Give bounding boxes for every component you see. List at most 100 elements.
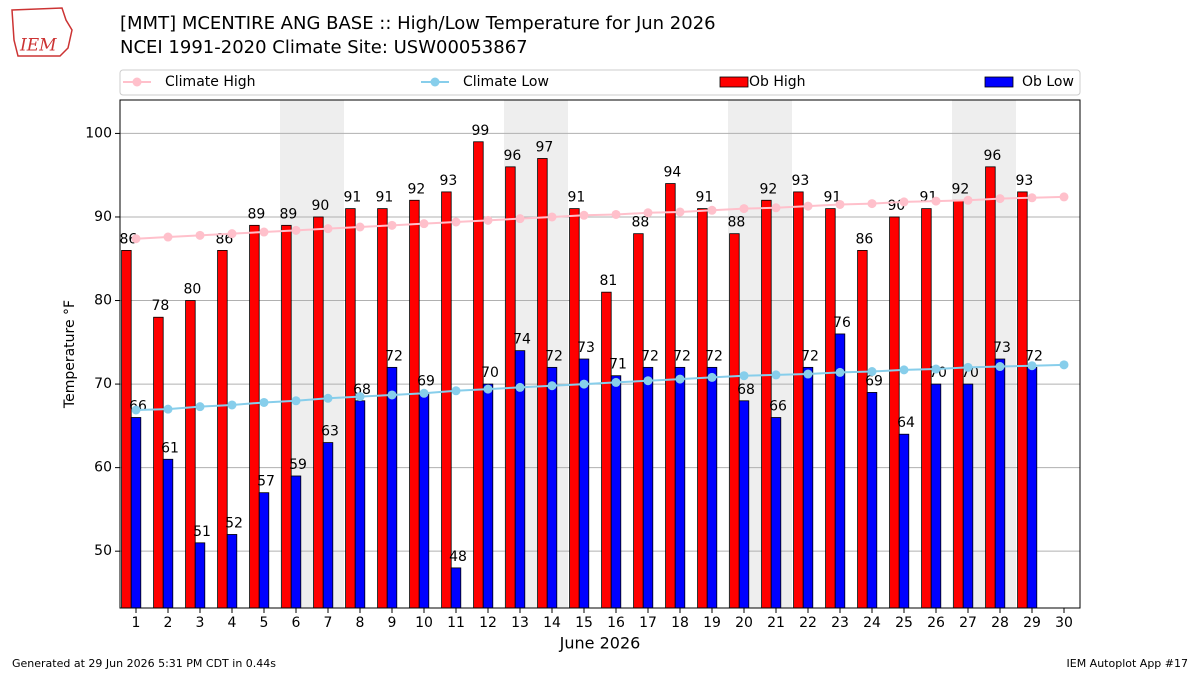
value-label: 80 — [183, 282, 201, 298]
line-point — [611, 209, 621, 219]
value-label: 52 — [225, 515, 243, 531]
value-label: 99 — [471, 123, 489, 139]
line-point — [323, 224, 333, 234]
x-tick-label: 5 — [260, 615, 269, 631]
x-tick-label: 29 — [1023, 615, 1041, 631]
line-point — [867, 367, 877, 377]
line-point — [451, 217, 461, 227]
logo: IEM — [11, 7, 73, 57]
line-point — [931, 196, 941, 206]
line-point — [835, 367, 845, 377]
bar — [313, 216, 324, 609]
y-axis-label: Temperature °F — [62, 300, 78, 409]
bar — [578, 358, 590, 609]
bar — [802, 366, 814, 609]
bar — [546, 366, 558, 609]
x-tick-label: 1 — [132, 615, 141, 631]
line-point — [131, 234, 141, 244]
line-point — [515, 382, 525, 392]
value-label: 72 — [641, 348, 659, 364]
y-tick-label: 60 — [94, 460, 112, 476]
line-point — [707, 205, 717, 215]
line-point — [163, 232, 173, 242]
bar — [770, 417, 782, 609]
line-point — [675, 374, 685, 384]
legend-swatch — [984, 76, 1014, 88]
line-point — [355, 222, 365, 232]
line-point — [387, 390, 397, 400]
line-point — [291, 225, 301, 235]
y-tick-label: 70 — [94, 376, 112, 392]
line-point — [1059, 360, 1069, 370]
line-point — [611, 377, 621, 387]
bar — [825, 208, 836, 609]
line-point — [131, 405, 141, 415]
line-point — [771, 203, 781, 213]
line-point — [515, 214, 525, 224]
bar — [569, 208, 580, 609]
value-label: 91 — [567, 190, 585, 206]
bar — [322, 442, 334, 609]
bar — [857, 249, 868, 609]
bar — [706, 366, 718, 609]
value-label: 93 — [1015, 173, 1033, 189]
line-point — [803, 201, 813, 211]
bar — [162, 458, 174, 609]
line-point — [899, 197, 909, 207]
bar — [866, 392, 878, 609]
legend-label: Climate Low — [463, 74, 549, 90]
line-point — [899, 365, 909, 375]
x-tick-label: 26 — [927, 615, 945, 631]
x-tick-label: 18 — [671, 615, 689, 631]
y-tick-label: 50 — [94, 543, 112, 559]
y-tick-label: 80 — [94, 293, 112, 309]
bar — [1017, 191, 1028, 609]
x-tick-label: 28 — [991, 615, 1009, 631]
bar — [610, 375, 622, 609]
value-label: 72 — [673, 348, 691, 364]
bar — [386, 366, 398, 609]
bar — [994, 358, 1006, 609]
value-label: 76 — [833, 315, 851, 331]
x-tick-label: 14 — [543, 615, 561, 631]
y-tick-label: 100 — [85, 125, 112, 141]
value-label: 92 — [407, 181, 425, 197]
chart-subtitle: NCEI 1991-2020 Climate Site: USW00053867 — [120, 37, 528, 58]
line-point — [579, 379, 589, 389]
value-label: 72 — [801, 348, 819, 364]
x-tick-label: 15 — [575, 615, 593, 631]
value-label: 64 — [897, 415, 915, 431]
value-label: 70 — [481, 365, 499, 381]
x-tick-label: 11 — [447, 615, 465, 631]
bar — [793, 191, 804, 609]
y-tick-label: 90 — [94, 209, 112, 225]
bar — [482, 383, 494, 609]
value-label: 88 — [631, 215, 649, 231]
x-tick-label: 10 — [415, 615, 433, 631]
bar — [194, 542, 206, 609]
logo-outline — [11, 7, 73, 57]
value-label: 48 — [449, 549, 467, 565]
x-tick-label: 13 — [511, 615, 529, 631]
x-tick-label: 9 — [388, 615, 397, 631]
x-tick-label: 17 — [639, 615, 657, 631]
line-point — [259, 397, 269, 407]
line-point — [739, 204, 749, 214]
legend-swatch — [719, 76, 749, 88]
x-tick-label: 21 — [767, 615, 785, 631]
value-label: 51 — [193, 524, 211, 540]
bar — [153, 316, 164, 609]
bar — [354, 400, 366, 609]
bar — [674, 366, 686, 609]
x-tick-label: 2 — [164, 615, 173, 631]
line-point — [803, 369, 813, 379]
value-label: 86 — [855, 231, 873, 247]
line-point — [675, 207, 685, 217]
value-label: 71 — [609, 357, 627, 373]
value-label: 93 — [791, 173, 809, 189]
x-tick-label: 3 — [196, 615, 205, 631]
line-point — [579, 210, 589, 220]
line-point — [355, 392, 365, 402]
plot-frame — [119, 99, 1081, 609]
